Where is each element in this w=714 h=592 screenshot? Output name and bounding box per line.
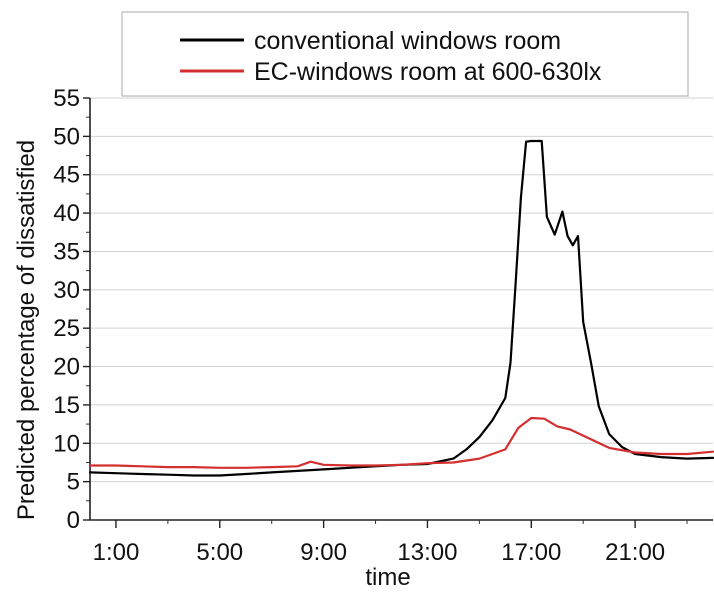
x-tick-label: 1:00 [93,539,140,566]
y-tick-label: 15 [53,392,80,419]
grid-layer [90,97,713,521]
legend-label-conventional: conventional windows room [254,27,561,55]
x-tick-label: 5:00 [196,539,243,566]
series-layer [88,139,714,477]
legend-box [121,11,689,97]
y-tick-label: 55 [53,85,80,112]
y-tick-label: 5 [67,469,80,496]
x-tick-label: 9:00 [300,539,347,566]
x-axis-label: time [365,564,410,587]
y-tick-label: 45 [53,162,80,189]
y-tick-label: 35 [53,238,80,265]
y-tick-label: 10 [53,430,80,457]
series-line-conventional [88,139,714,477]
y-tick-label: 0 [67,507,80,534]
x-tick-label: 13:00 [397,539,457,566]
y-axis-label: Predicted percentage of dissatisfied [13,140,40,520]
legend-label-ec-windows: EC-windows room at 600-630lx [254,58,602,86]
x-tick-label: 21:00 [605,539,665,566]
axis-layer: 0 5 10 15 20 25 30 35 40 45 50 55 1:00 5:00 9:00 13:00 1… [53,85,713,566]
y-tick-label: 30 [53,277,80,304]
series-line-ec-windows [88,416,714,469]
y-tick-label: 20 [53,354,80,381]
y-tick-label: 50 [53,123,80,150]
y-tick-label: 40 [53,200,80,227]
x-tick-label: 17:00 [501,539,561,566]
y-tick-label: 25 [53,315,80,342]
